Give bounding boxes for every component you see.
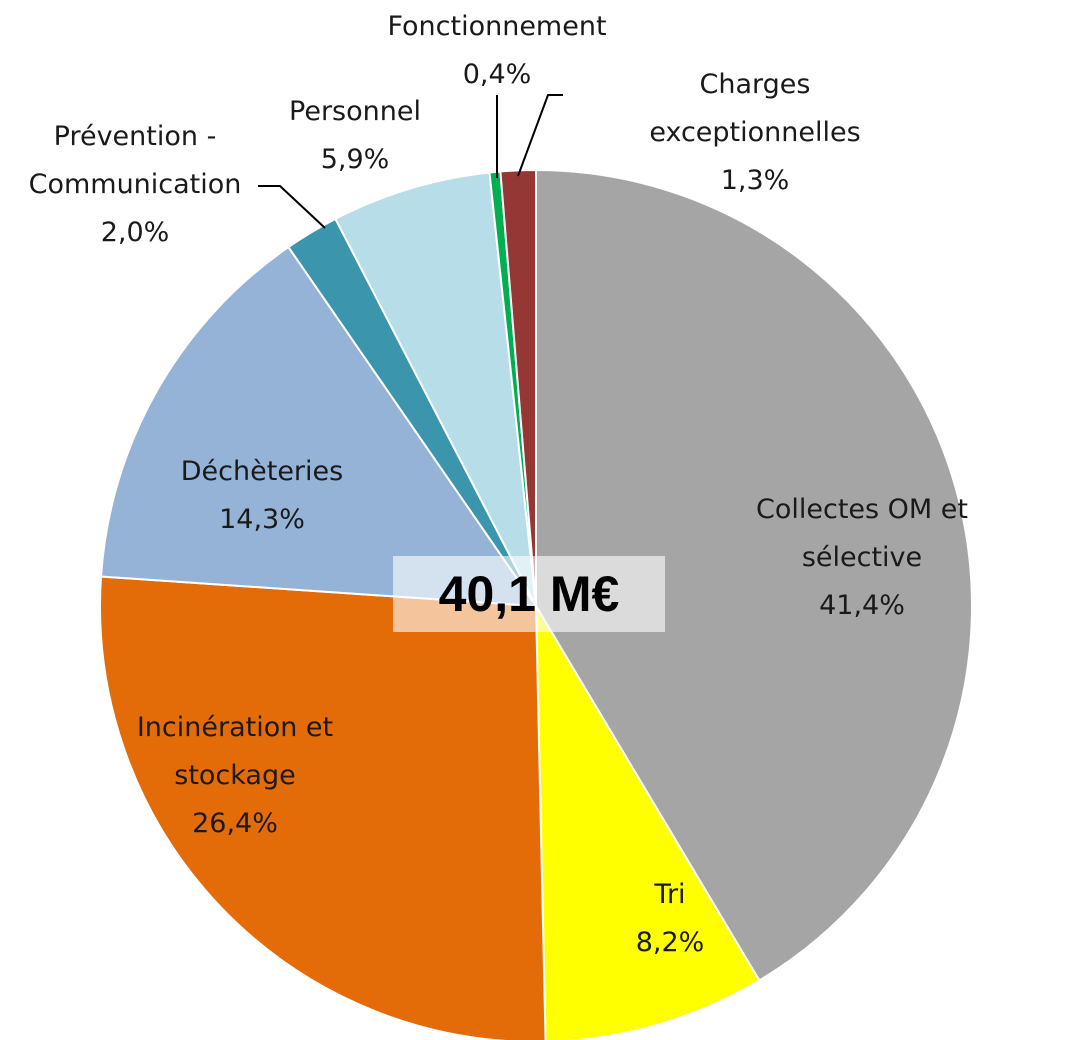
slice-label: Collectes OM et sélective 41,4%	[712, 486, 1012, 630]
category-label: Tri	[654, 879, 686, 910]
value-label: 26,4%	[192, 808, 278, 839]
pie-slice	[99, 575, 547, 1040]
category-label: Fonctionnement	[387, 11, 607, 42]
slice-label: Personnel 5,9%	[205, 88, 505, 184]
value-label: 1,3%	[720, 165, 790, 196]
pie-slice	[534, 602, 761, 1040]
category-label: Déchèteries	[180, 456, 344, 487]
value-label: 2,0%	[100, 217, 170, 248]
pie-slice	[334, 171, 537, 607]
category-label: Charges exceptionnelles	[649, 69, 861, 148]
total-annotation: 40,1 M€	[393, 556, 665, 632]
pie-slice	[99, 245, 538, 608]
category-label: Collectes OM et sélective	[755, 494, 968, 573]
value-label: 0,4%	[462, 59, 532, 90]
slice-label: Incinération et stockage 26,4%	[85, 704, 385, 848]
slice-label: Charges exceptionnelles 1,3%	[605, 61, 905, 205]
value-label: 5,9%	[320, 144, 390, 175]
category-label: Incinération et stockage	[136, 712, 334, 791]
category-label: Personnel	[289, 96, 421, 127]
slice-label: Fonctionnement 0,4%	[347, 3, 647, 99]
leader-line	[517, 94, 563, 177]
pie-slice	[535, 168, 973, 982]
value-label: 8,2%	[635, 927, 705, 958]
value-label: 14,3%	[219, 504, 305, 535]
slice-label: Déchèteries 14,3%	[112, 448, 412, 544]
value-label: 41,4%	[819, 590, 905, 621]
category-label: Prévention - Communication	[28, 121, 242, 200]
pie-slice	[499, 168, 537, 607]
slice-label: Prévention - Communication 2,0%	[5, 113, 265, 257]
leader-line	[258, 185, 326, 229]
slice-label: Tri 8,2%	[520, 871, 820, 967]
